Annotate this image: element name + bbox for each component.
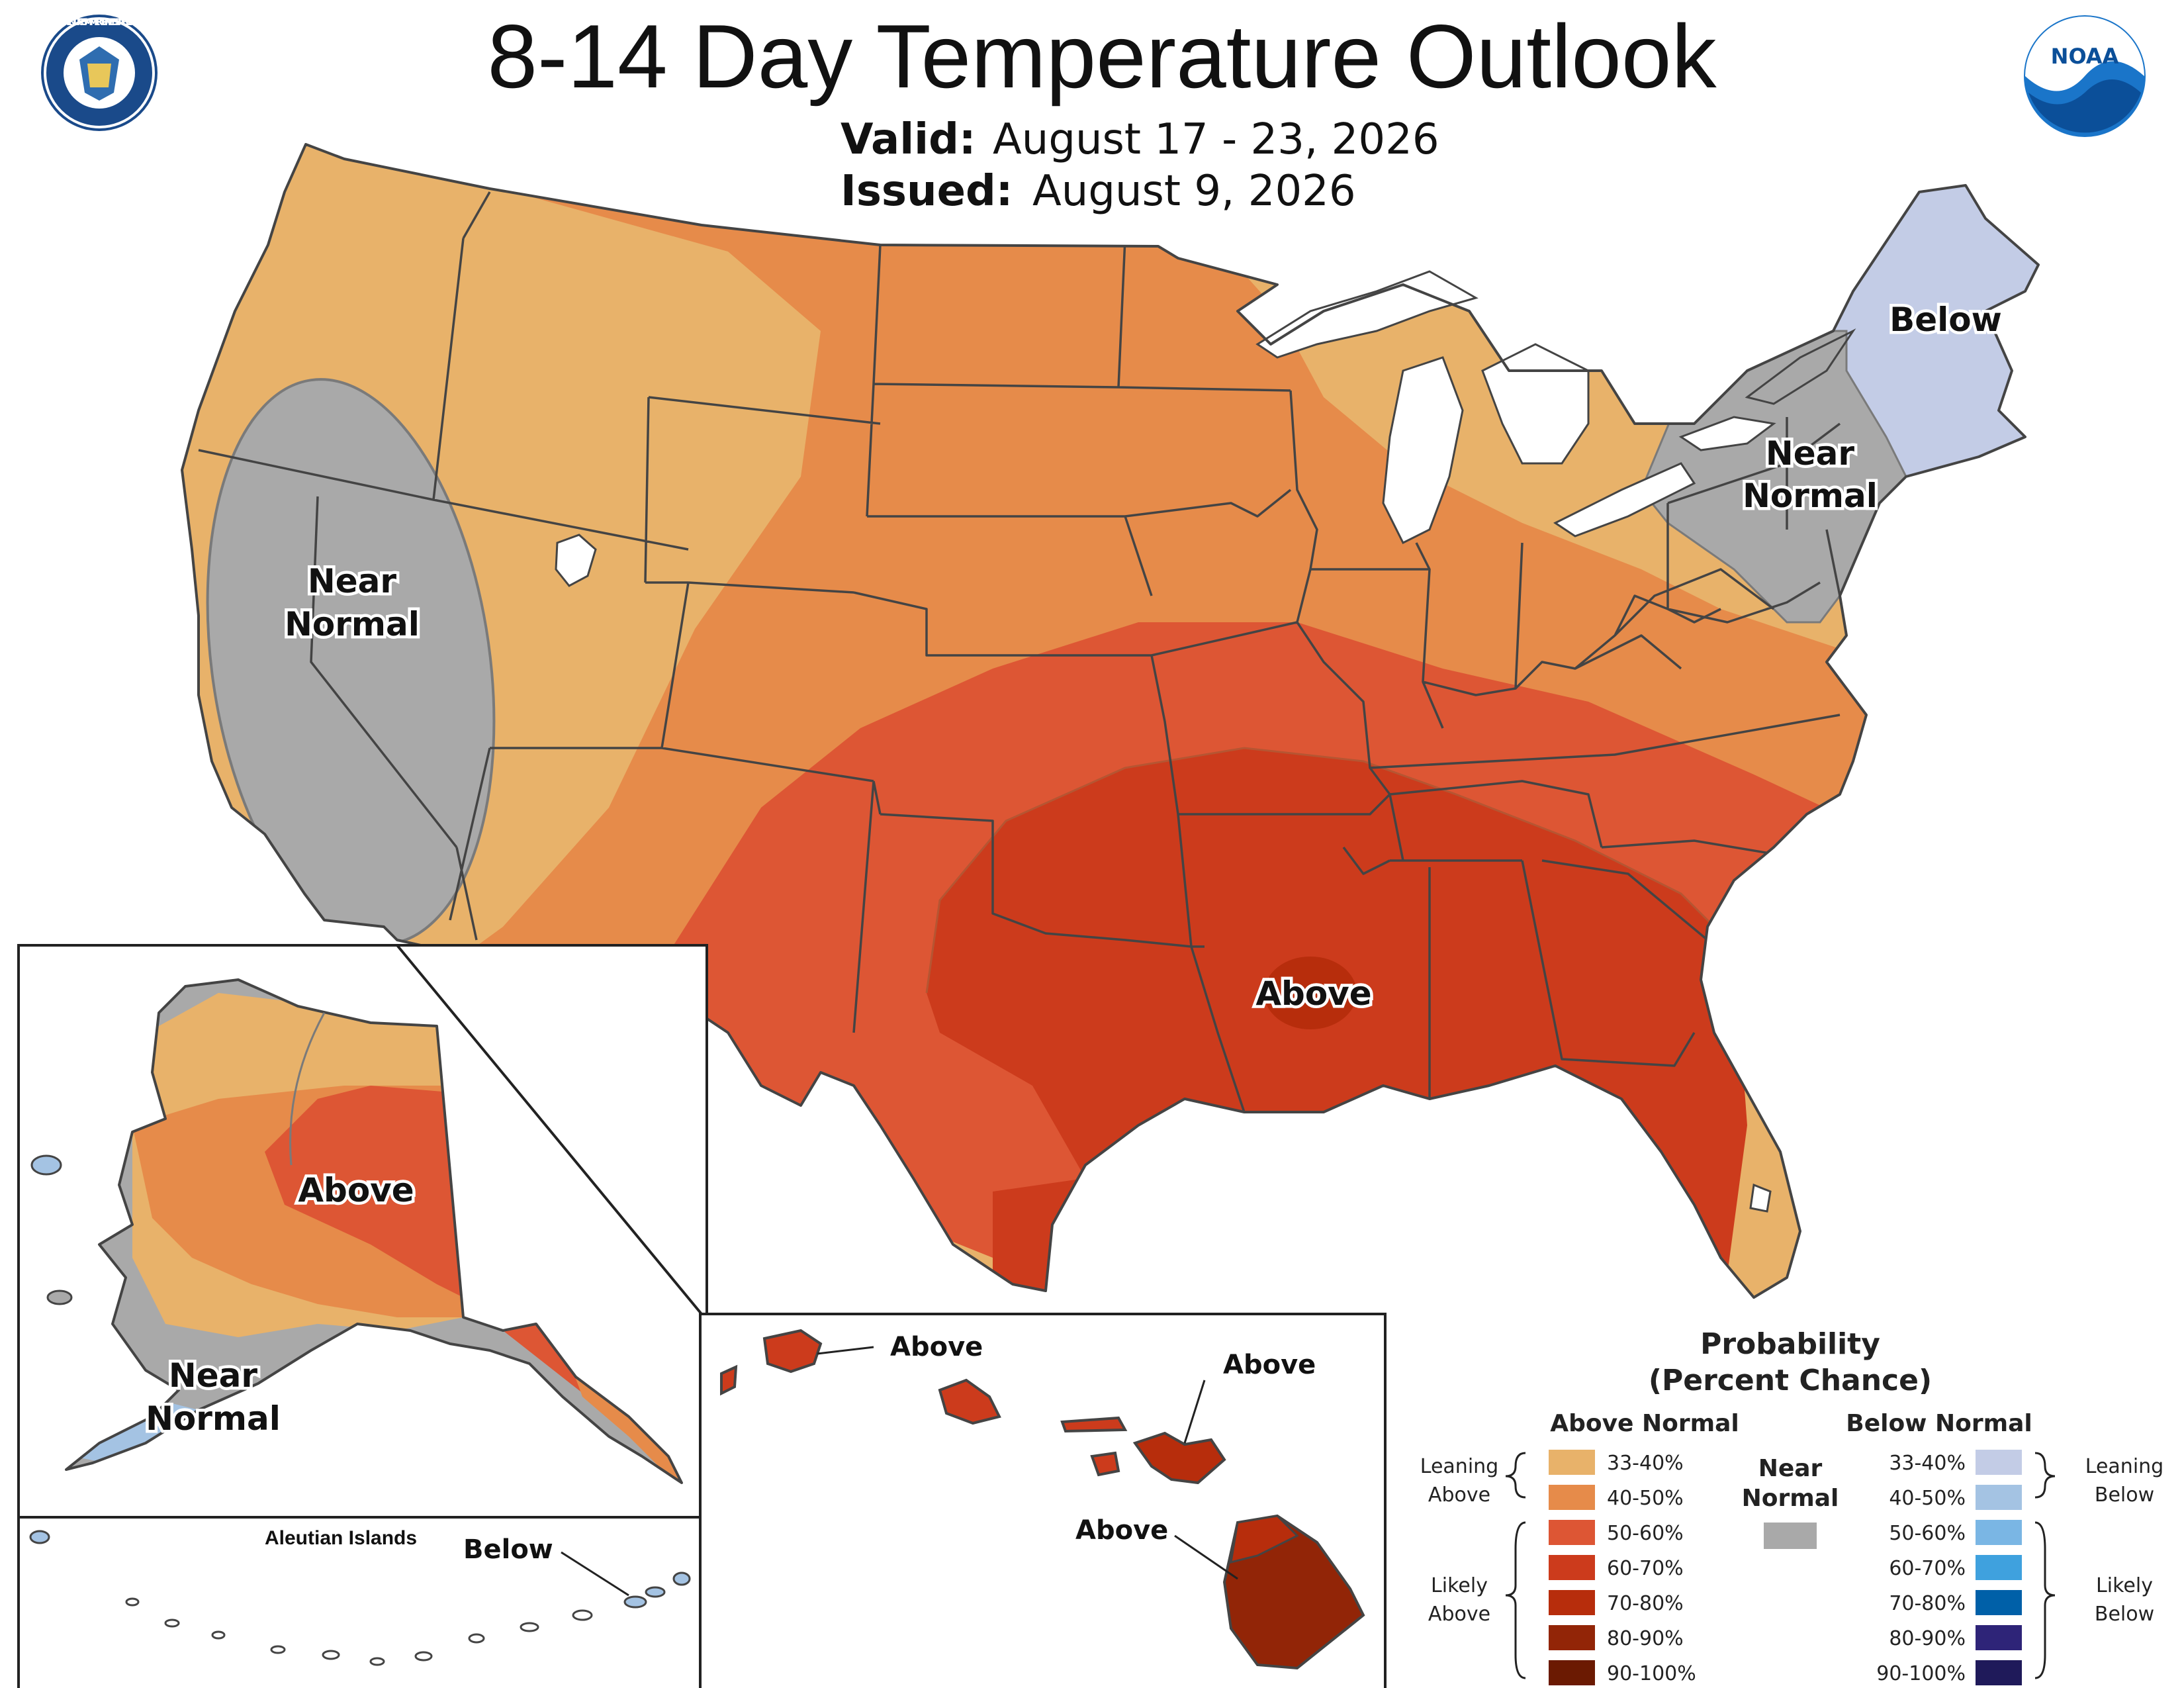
label-south-above: Above xyxy=(1255,974,1371,1013)
label-alaska-normal: Normal xyxy=(146,1399,281,1438)
label-west-normal: Normal xyxy=(285,605,420,643)
label-alaska-near: Near xyxy=(169,1356,257,1395)
legend-above-range: 90-100% xyxy=(1607,1662,1696,1685)
legend: Probability (Percent Chance) Above Norma… xyxy=(1420,1327,2163,1685)
legend-above-swatch xyxy=(1549,1555,1595,1580)
legend-above-swatches: 33-40% 40-50% 50-60% 60-70% 70-80% 80-90% 90-1… xyxy=(1549,1450,1696,1685)
legend-likely-below-1: Likely xyxy=(2096,1574,2153,1597)
label-aleutian-below: Below xyxy=(463,1534,553,1565)
label-west-near: Near xyxy=(308,562,396,600)
legend-above-range: 80-90% xyxy=(1607,1627,1684,1650)
legend-below-range: 70-80% xyxy=(1889,1592,1966,1615)
legend-likely-below-2: Below xyxy=(2095,1603,2154,1626)
legend-below-range: 60-70% xyxy=(1889,1557,1966,1580)
legend-below-swatches: 33-40% 40-50% 50-60% 60-70% 70-80% 80-90% 90-1… xyxy=(1876,1450,2022,1685)
alaska-inset: Above Near Normal xyxy=(17,944,708,1519)
legend-above-range: 33-40% xyxy=(1607,1452,1684,1475)
legend-leaning-below-1: Leaning xyxy=(2085,1455,2163,1478)
lake-ontario xyxy=(1678,416,1776,451)
legend-leaning-above-1: Leaning xyxy=(1420,1455,1498,1478)
issued-date: August 9, 2026 xyxy=(1032,167,1356,216)
oahu xyxy=(938,1378,1001,1425)
seal-text: DEPARTMENT OF COMMERCE · UNITED STATES O… xyxy=(46,17,152,28)
great-lakes xyxy=(555,270,1856,1213)
legend-below-swatch xyxy=(1976,1450,2022,1475)
legend-above-swatch xyxy=(1549,1485,1595,1510)
valid-dates: August 17 - 23, 2026 xyxy=(993,115,1439,164)
legend-below-swatch xyxy=(1976,1625,2022,1650)
lanai xyxy=(1090,1451,1120,1477)
valid-label: Valid: xyxy=(841,115,976,164)
legend-likely-above-2: Above xyxy=(1428,1603,1490,1626)
label-northeast-normal: Normal xyxy=(1743,477,1878,515)
label-northeast-near: Near xyxy=(1766,434,1854,473)
page-title: 8-14 Day Temperature Outlook xyxy=(487,6,1717,107)
legend-below-swatch xyxy=(1976,1660,2022,1685)
legend-above-swatch xyxy=(1549,1520,1595,1545)
legend-title-2: (Percent Chance) xyxy=(1649,1364,1932,1397)
region-below-33-40 xyxy=(1668,185,2038,530)
legend-below-swatch xyxy=(1976,1555,2022,1580)
legend-leaning-below-2: Below xyxy=(2095,1483,2154,1507)
lake-okeechobee xyxy=(1749,1183,1772,1213)
commerce-seal-logo: DEPARTMENT OF COMMERCE · UNITED STATES O… xyxy=(41,15,158,131)
label-hawaii-maui: Above xyxy=(1223,1350,1316,1380)
legend-near-1: Near xyxy=(1758,1455,1823,1482)
kauai xyxy=(762,1329,823,1374)
aleutian-title: Aleutian Islands xyxy=(265,1527,417,1549)
lake-erie xyxy=(1553,462,1696,538)
molokai xyxy=(1060,1416,1128,1433)
legend-below-swatch xyxy=(1976,1520,2022,1545)
lake-michigan xyxy=(1382,356,1464,545)
legend-above-range: 60-70% xyxy=(1607,1557,1684,1580)
hawaii-inset: Above Above Above xyxy=(699,1313,1387,1688)
region-above-70-80 xyxy=(1264,957,1357,1029)
noaa-logo-text: NOAA xyxy=(2051,44,2119,69)
legend-below-range: 50-60% xyxy=(1889,1522,1966,1545)
maui xyxy=(1132,1431,1226,1485)
great-salt-lake xyxy=(555,534,597,587)
legend-above-swatch xyxy=(1549,1590,1595,1615)
legend-above-header: Above Normal xyxy=(1550,1410,1739,1437)
legend-below-range: 80-90% xyxy=(1889,1627,1966,1650)
legend-below-swatch xyxy=(1976,1485,2022,1510)
label-northeast-below: Below xyxy=(1889,301,2002,339)
label-alaska-above: Above xyxy=(298,1171,414,1209)
label-hawaii-kauai: Above xyxy=(890,1332,983,1362)
ak-southwest-below xyxy=(73,1403,199,1463)
lake-huron xyxy=(1481,343,1590,465)
legend-below-range: 90-100% xyxy=(1876,1662,1966,1685)
legend-leaning-above-2: Above xyxy=(1428,1483,1490,1507)
legend-near-2: Normal xyxy=(1742,1485,1839,1512)
legend-near-swatch xyxy=(1764,1523,1817,1549)
legend-below-range: 33-40% xyxy=(1889,1452,1966,1475)
label-hawaii-big-island: Above xyxy=(1075,1515,1168,1546)
legend-above-range: 50-60% xyxy=(1607,1522,1684,1545)
legend-below-swatch xyxy=(1976,1590,2022,1615)
aleutian-inset: Aleutian Islands Below xyxy=(17,1516,708,1688)
legend-below-range: 40-50% xyxy=(1889,1487,1966,1510)
noaa-logo: NOAA xyxy=(2024,15,2146,137)
issued-label: Issued: xyxy=(841,167,1013,216)
legend-likely-above-1: Likely xyxy=(1431,1574,1488,1597)
legend-above-swatch xyxy=(1549,1625,1595,1650)
legend-above-swatch xyxy=(1549,1450,1595,1475)
legend-below-header: Below Normal xyxy=(1846,1410,2032,1437)
state-borders xyxy=(198,191,1841,1125)
legend-title-1: Probability xyxy=(1700,1327,1880,1361)
legend-above-swatch xyxy=(1549,1660,1595,1685)
niihau xyxy=(720,1364,738,1396)
legend-above-range: 70-80% xyxy=(1607,1592,1684,1615)
legend-above-range: 40-50% xyxy=(1607,1487,1684,1510)
